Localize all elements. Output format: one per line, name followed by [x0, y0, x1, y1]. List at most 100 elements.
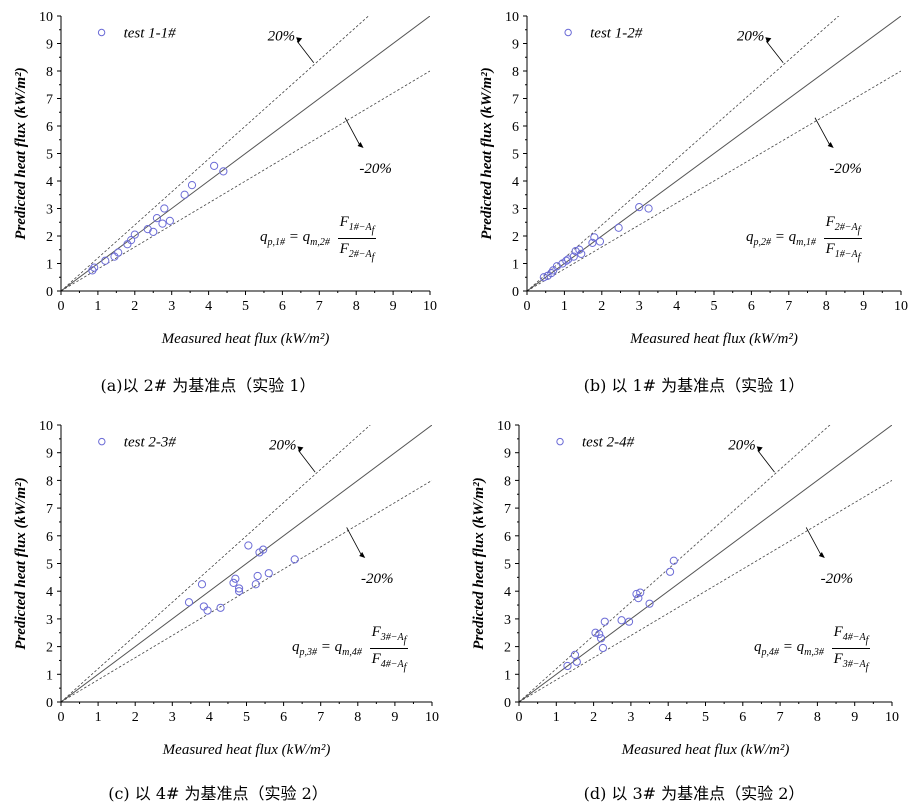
x-tick-label: 6	[280, 710, 287, 725]
legend-marker	[556, 437, 564, 446]
lower-band-arrow	[344, 117, 361, 146]
identity-line	[519, 425, 892, 702]
y-tick-label: 9	[512, 38, 519, 53]
data-point	[219, 167, 228, 176]
data-point	[562, 256, 571, 265]
y-tick-label: 6	[512, 120, 519, 135]
x-axis-label: Measured heat flux (kW/m²)	[621, 742, 790, 758]
x-tick-label: 7	[317, 710, 324, 725]
y-axis-label: Predicted heat flux (kW/m²)	[471, 477, 487, 649]
x-axis-label: Measured heat flux (kW/m²)	[629, 331, 798, 347]
x-tick-label: 7	[316, 299, 323, 314]
x-tick-label: 5	[711, 299, 718, 314]
minus-20-line	[527, 70, 901, 291]
data-point	[595, 237, 605, 246]
data-point	[669, 556, 678, 565]
chart-panel-b: 0 1 2 3 4 5 6 7 8 9 10 0 1 2 3 4 5 6 7 8 9 10 Measured heat fl…	[456, 0, 912, 402]
upper-band-label: 20%	[728, 437, 756, 453]
upper-band-arrowhead	[297, 446, 304, 453]
x-tick-label: 8	[354, 710, 361, 725]
x-tick-label: 1	[553, 710, 560, 725]
lower-band-arrow	[814, 117, 831, 146]
data-point	[614, 223, 623, 232]
y-tick-label: 2	[46, 230, 53, 245]
x-tick-label: 7	[785, 299, 792, 314]
data-point	[590, 233, 599, 242]
data-point	[152, 214, 162, 223]
x-tick-label: 0	[58, 710, 65, 725]
x-tick-label: 6	[279, 299, 286, 314]
data-point	[547, 269, 556, 278]
data-point	[636, 588, 645, 597]
x-tick-label: 9	[860, 299, 867, 314]
data-point	[595, 630, 604, 639]
x-tick-label: 1	[94, 299, 101, 314]
x-tick-label: 9	[391, 710, 398, 725]
x-tick-label: 5	[242, 299, 249, 314]
y-tick-label: 8	[46, 474, 53, 489]
reference-lines	[519, 425, 892, 702]
x-tick-label: 0	[516, 710, 523, 725]
y-tick-label: 3	[512, 203, 519, 218]
chart-panel-a: 0 1 2 3 4 5 6 7 8 9 10 0 1 2 3 4 5 6 7 8 9 10 Measured heat fl…	[0, 0, 456, 402]
x-tick-label: 10	[894, 299, 908, 314]
y-tick-label: 4	[46, 175, 53, 190]
caption-d: (d) 以 3# 为基准点（实验 2）	[583, 784, 805, 803]
data-point	[645, 599, 654, 608]
data-point	[259, 545, 268, 554]
y-axis-label: Predicted heat flux (kW/m²)	[479, 67, 495, 239]
x-tick-label: 5	[243, 710, 250, 725]
x-tick-label: 10	[885, 710, 899, 725]
lower-band-arrow	[805, 527, 822, 556]
y-tick-label: 9	[46, 38, 53, 53]
y-tick-label: 8	[512, 65, 519, 80]
y-tick-label: 6	[46, 120, 53, 135]
plus-20-line	[527, 16, 840, 291]
data-point	[187, 181, 197, 190]
y-tick-label: 1	[46, 258, 53, 273]
data-point	[290, 555, 299, 564]
y-tick-label: 8	[504, 474, 511, 489]
y-tick-label: 2	[512, 230, 519, 245]
y-tick-label: 6	[504, 530, 511, 545]
x-tick-label: 4	[205, 299, 212, 314]
y-tick-label: 0	[46, 285, 53, 300]
data-point	[264, 569, 273, 578]
data-point	[644, 204, 653, 213]
data-point	[234, 584, 244, 593]
y-tick-label: 5	[46, 148, 53, 163]
data-point	[624, 617, 634, 626]
data-point	[570, 650, 580, 660]
x-axis-label: Measured heat flux (kW/m²)	[162, 742, 331, 758]
upper-band-arrowhead	[296, 37, 303, 44]
y-tick-label: 6	[46, 530, 53, 545]
y-tick-label: 0	[512, 285, 519, 300]
data-point	[160, 204, 169, 213]
x-tick-label: 8	[814, 710, 821, 725]
x-tick-label: 9	[390, 299, 397, 314]
x-tick-label: 5	[702, 710, 709, 725]
data-point	[114, 248, 123, 257]
legend-marker	[98, 437, 106, 446]
y-tick-label: 7	[504, 502, 511, 517]
lower-band-label: -20%	[361, 571, 394, 587]
data-point	[575, 245, 584, 254]
x-tick-label: 4	[206, 710, 213, 725]
x-tick-label: 8	[823, 299, 830, 314]
data-point	[210, 161, 219, 170]
x-tick-label: 6	[748, 299, 755, 314]
x-tick-label: 4	[665, 710, 672, 725]
legend-label: test 1-1#	[124, 26, 177, 42]
lower-band-arrow	[346, 527, 362, 556]
data-point	[596, 634, 606, 643]
upper-band-arrowhead	[765, 37, 772, 44]
data-point	[127, 236, 136, 245]
scatter-chart-b: 0 1 2 3 4 5 6 7 8 9 10 0 1 2 3 4 5 6 7 8 9 10 Measured heat fl…	[479, 10, 908, 347]
data-point	[539, 273, 548, 282]
data-point	[184, 598, 194, 607]
x-tick-label: 9	[851, 710, 858, 725]
legend-label: test 2-4#	[582, 435, 635, 451]
y-tick-label: 7	[46, 502, 53, 517]
data-point	[90, 263, 99, 272]
scatter-chart-a: 0 1 2 3 4 5 6 7 8 9 10 0 1 2 3 4 5 6 7 8 9 10 Measured heat fl…	[13, 10, 437, 347]
